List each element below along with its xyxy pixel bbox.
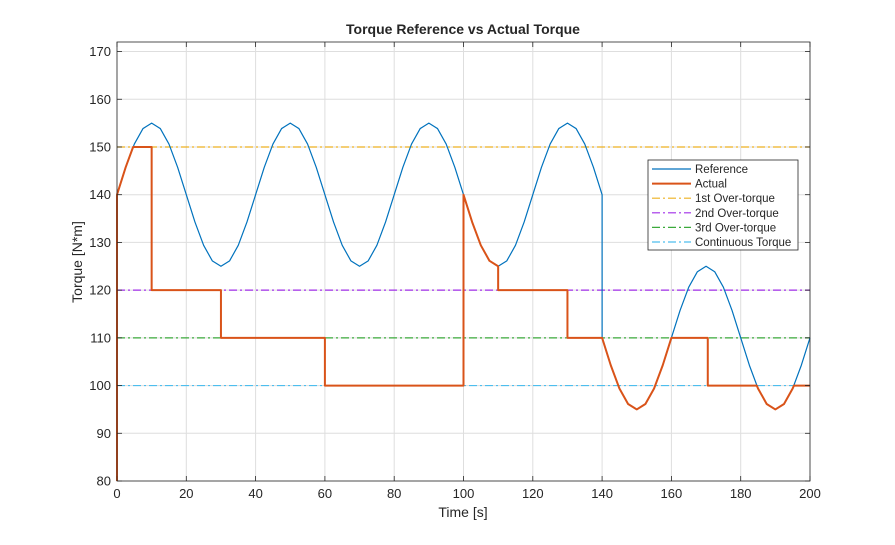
y-tick-label: 120: [89, 283, 111, 298]
x-tick-label: 100: [453, 486, 475, 501]
legend-label: 3rd Over-torque: [695, 222, 776, 234]
x-tick-label: 180: [730, 486, 752, 501]
x-tick-label: 80: [387, 486, 401, 501]
series-line-actual: [116, 145, 810, 481]
legend-label: Reference: [695, 164, 748, 176]
y-tick-label: 170: [89, 44, 111, 59]
y-tick-label: 110: [90, 330, 111, 345]
chart-title: Torque Reference vs Actual Torque: [346, 21, 580, 37]
y-tick-label: 150: [89, 139, 111, 154]
y-tick-label: 140: [89, 187, 111, 202]
legend: Reference Actual 1st Over-torque 2nd Over-t…: [647, 159, 799, 251]
x-tick-label: 20: [179, 486, 193, 501]
x-tick-label: 200: [799, 486, 821, 501]
y-tick-label: 90: [97, 426, 111, 441]
x-tick-label: 160: [661, 486, 683, 501]
y-tick-label: 160: [89, 92, 111, 107]
ticks: 0 20 40 60 80 100 120 140 160 180 200 80 90 100 110 120…: [89, 42, 821, 501]
y-tick-label: 100: [89, 378, 111, 393]
y-tick-label: 80: [97, 474, 111, 489]
x-tick-label: 140: [591, 486, 613, 501]
x-axis-label: Time [s]: [438, 504, 487, 520]
y-axis-label: Torque [N*m]: [69, 221, 85, 303]
x-tick-label: 60: [318, 486, 332, 501]
legend-label: Continuous Torque: [695, 237, 791, 249]
legend-label: 1st Over-torque: [695, 193, 775, 205]
legend-label: Actual: [695, 179, 727, 191]
x-tick-label: 0: [113, 486, 120, 501]
y-tick-label: 130: [89, 235, 111, 250]
series-lines: [116, 122, 811, 481]
x-tick-label: 120: [522, 486, 544, 501]
legend-label: 2nd Over-torque: [695, 208, 779, 220]
x-tick-label: 40: [248, 486, 262, 501]
legend-box: [647, 159, 799, 251]
